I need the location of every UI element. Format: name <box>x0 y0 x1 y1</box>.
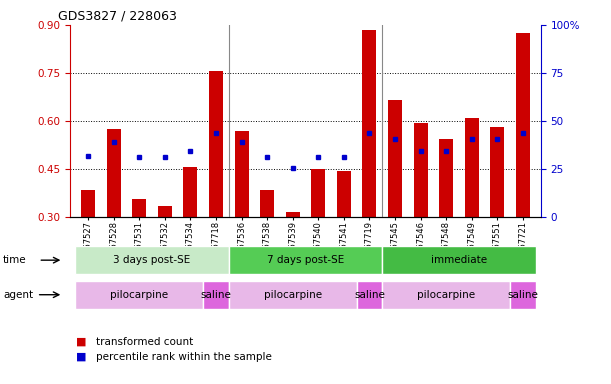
Bar <box>75 247 229 274</box>
Bar <box>311 169 325 217</box>
Bar <box>209 71 223 217</box>
Bar <box>81 190 95 217</box>
Bar <box>362 30 376 217</box>
Bar <box>337 170 351 217</box>
Text: saline: saline <box>200 290 232 300</box>
Text: time: time <box>3 255 27 265</box>
Bar <box>158 206 172 217</box>
Text: saline: saline <box>507 290 538 300</box>
Text: ■: ■ <box>76 337 87 347</box>
Bar <box>203 281 229 309</box>
Text: pilocarpine: pilocarpine <box>417 290 475 300</box>
Bar <box>414 122 428 217</box>
Text: agent: agent <box>3 290 33 300</box>
Bar <box>229 281 357 309</box>
Text: saline: saline <box>354 290 385 300</box>
Bar <box>107 129 121 217</box>
Bar <box>388 100 402 217</box>
Bar <box>75 281 203 309</box>
Text: immediate: immediate <box>431 255 487 265</box>
Text: pilocarpine: pilocarpine <box>264 290 322 300</box>
Bar <box>357 281 382 309</box>
Text: 3 days post-SE: 3 days post-SE <box>114 255 191 265</box>
Bar <box>260 190 274 217</box>
Bar <box>132 199 146 217</box>
Bar <box>465 118 479 217</box>
Bar <box>439 139 453 217</box>
Bar <box>382 247 536 274</box>
Text: percentile rank within the sample: percentile rank within the sample <box>96 352 272 362</box>
Text: GDS3827 / 228063: GDS3827 / 228063 <box>58 10 177 23</box>
Text: 7 days post-SE: 7 days post-SE <box>267 255 344 265</box>
Bar <box>490 127 504 217</box>
Bar <box>183 167 197 217</box>
Bar <box>516 33 530 217</box>
Bar <box>382 281 510 309</box>
Bar <box>286 212 300 217</box>
Text: pilocarpine: pilocarpine <box>110 290 169 300</box>
Bar <box>229 247 382 274</box>
Bar <box>510 281 536 309</box>
Text: transformed count: transformed count <box>96 337 193 347</box>
Bar <box>235 131 249 217</box>
Text: ■: ■ <box>76 352 87 362</box>
